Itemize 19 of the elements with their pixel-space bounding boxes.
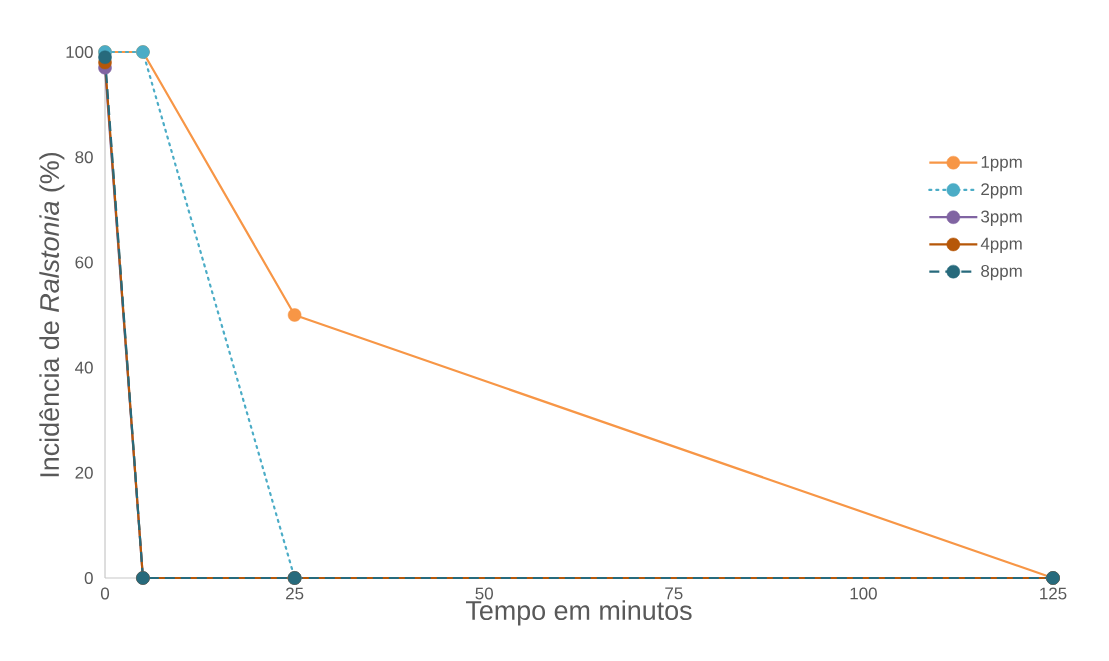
y-axis-title: Incidência de Ralstonia (%) <box>39 152 65 477</box>
legend-label: 2ppm <box>981 183 1022 199</box>
x-tick-label: 75 <box>665 587 683 600</box>
legend-label: 8ppm <box>981 264 1022 281</box>
legend-label: 1ppm <box>981 156 1022 172</box>
x-tick-label: 100 <box>850 587 877 600</box>
y-tick-label: 60 <box>75 256 93 269</box>
legend-label: 4ppm <box>980 237 1022 254</box>
y-tick-label: 100 <box>66 45 93 58</box>
legend-label: 3ppm <box>981 210 1022 226</box>
x-tick-label: 0 <box>100 587 110 600</box>
x-tick-label: 25 <box>286 587 304 600</box>
x-axis-title: Tempo em minutos <box>466 600 692 626</box>
y-tick-label: 20 <box>75 466 93 479</box>
y-tick-label: 0 <box>84 571 93 584</box>
x-tick-label: 50 <box>475 587 493 600</box>
y-tick-label: 40 <box>75 361 93 374</box>
x-tick-label: 125 <box>1040 587 1067 600</box>
y-tick-label: 80 <box>75 151 93 164</box>
